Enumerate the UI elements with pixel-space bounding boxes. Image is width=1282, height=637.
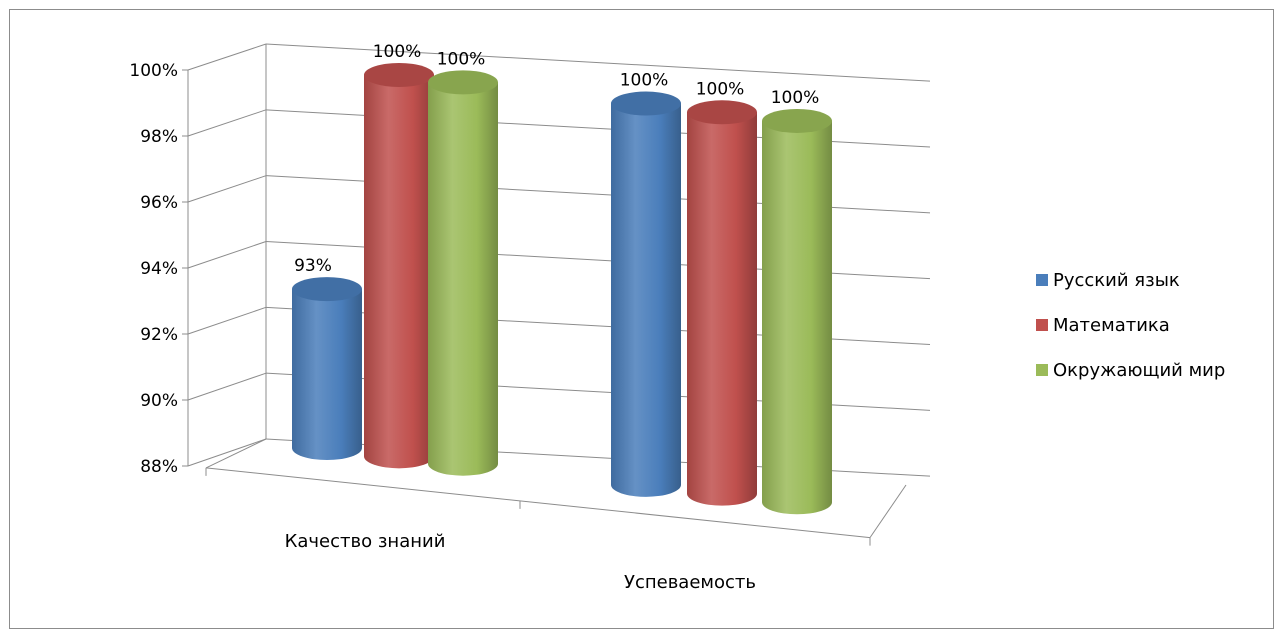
- gridline-left-wall: [187, 372, 267, 401]
- legend-swatch: [1036, 319, 1048, 331]
- gridline-left-wall: [187, 175, 267, 203]
- floor-right-edge: [869, 484, 907, 538]
- floor-left-edge: [205, 438, 267, 469]
- bars: [292, 63, 832, 515]
- bar-top: [428, 70, 498, 95]
- legend-label: Математика: [1053, 315, 1170, 336]
- gridline-left-wall: [187, 109, 267, 137]
- bar-body: [611, 103, 681, 497]
- x-category-label: Качество знаний: [285, 531, 446, 552]
- legend-item: Окружающий мир: [1036, 360, 1225, 381]
- data-label: 100%: [437, 49, 486, 69]
- bar-top: [292, 277, 362, 302]
- bar: [687, 100, 757, 506]
- bar: [364, 63, 434, 469]
- legend-item: Русский язык: [1036, 270, 1180, 291]
- legend-swatch: [1036, 274, 1048, 286]
- bar-body: [364, 75, 434, 469]
- data-label: 100%: [373, 42, 422, 62]
- gridline-back-wall: [265, 43, 931, 82]
- legend-label: Русский язык: [1053, 270, 1180, 291]
- data-label: 93%: [294, 256, 332, 276]
- data-labels: 93% 100% 100% 100% 100% 100%: [294, 42, 819, 276]
- y-tick-label: 96%: [140, 193, 178, 213]
- y-tick-label: 94%: [140, 259, 178, 279]
- bar-body: [428, 82, 498, 476]
- bar-top: [687, 100, 757, 125]
- data-label: 100%: [771, 88, 820, 108]
- legend-label: Окружающий мир: [1053, 360, 1225, 381]
- legend-item: Математика: [1036, 315, 1170, 336]
- gridline-left-wall: [187, 43, 267, 71]
- y-tick-label: 92%: [140, 325, 178, 345]
- y-tick-label: 88%: [140, 457, 178, 477]
- y-tick-label: 90%: [140, 391, 178, 411]
- legend-swatch: [1036, 364, 1048, 376]
- gridline-left-wall: [187, 438, 267, 467]
- gridline-left-wall: [187, 306, 267, 335]
- bar-body: [687, 112, 757, 506]
- legend: Русский язык Математика Окружающий мир: [1036, 270, 1225, 381]
- y-axis-ticks: 88% 90% 92% 94% 96% 98% 100%: [129, 61, 188, 477]
- bar-top: [762, 108, 832, 133]
- bar: [762, 108, 832, 515]
- bar-body: [292, 289, 362, 460]
- x-category-label: Успеваемость: [624, 572, 756, 593]
- bar: [292, 277, 362, 460]
- floor-front-edge: [205, 467, 871, 539]
- gridline-left-wall: [187, 241, 267, 269]
- x-axis-labels: Качество знаний Успеваемость: [285, 531, 756, 593]
- bar: [428, 70, 498, 476]
- bar-top: [611, 91, 681, 116]
- bar-top: [364, 63, 434, 87]
- bar: [611, 91, 681, 497]
- data-label: 100%: [620, 71, 669, 91]
- data-label: 100%: [696, 79, 745, 99]
- bar-body: [762, 120, 832, 515]
- y-tick-label: 98%: [140, 127, 178, 147]
- y-tick-label: 100%: [129, 61, 178, 81]
